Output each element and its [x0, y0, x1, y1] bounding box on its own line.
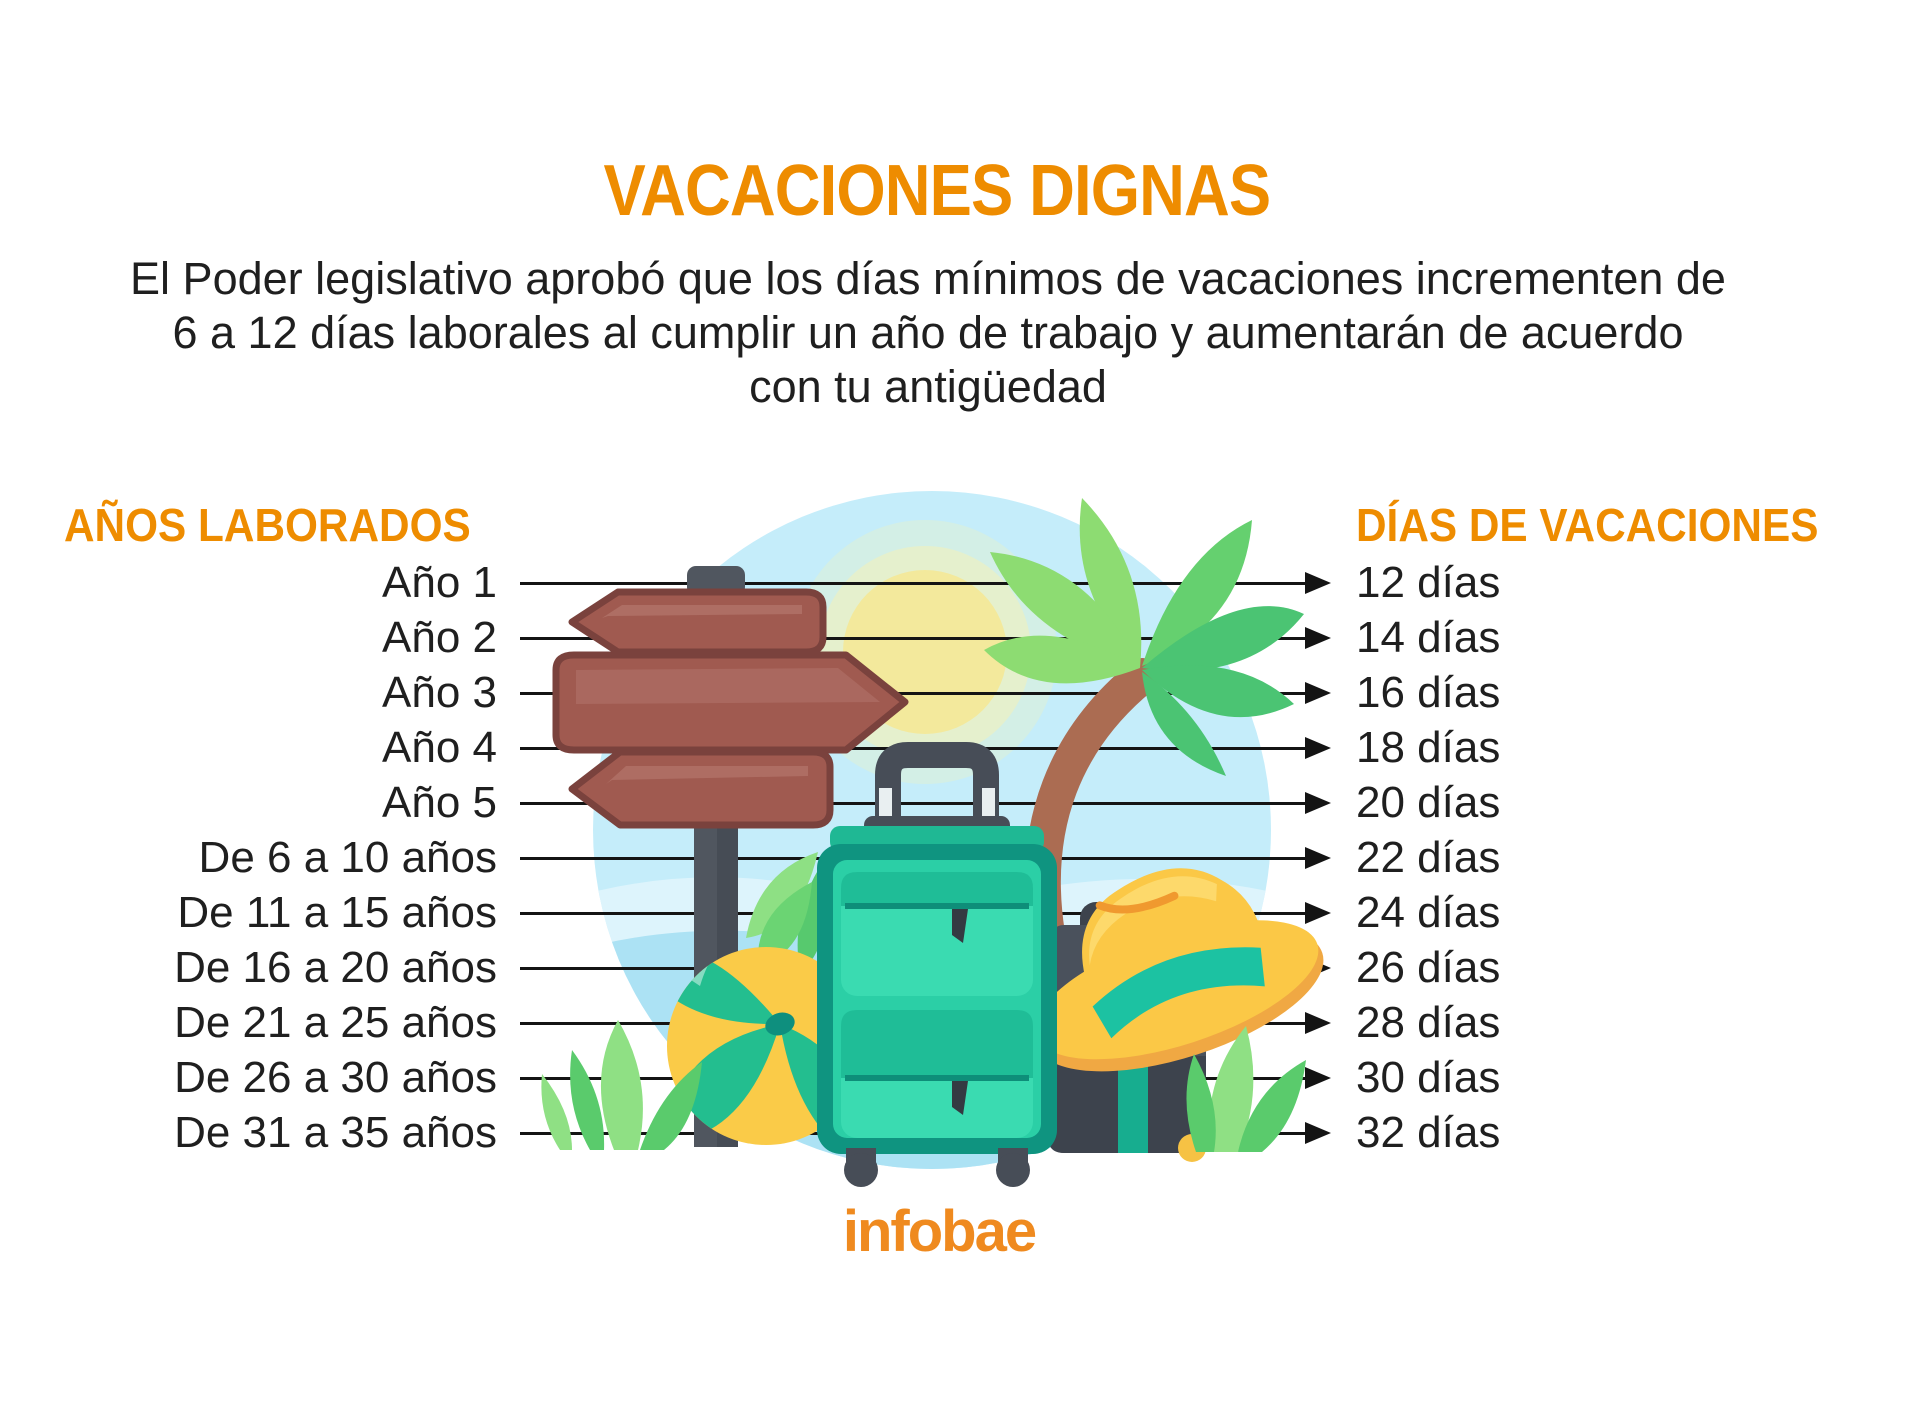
arrow-right-icon — [1305, 1067, 1331, 1089]
sign-arrow-right-middle — [552, 651, 909, 754]
table-row: Año 1 12 días — [0, 556, 1920, 610]
years-label: Año 4 — [382, 723, 497, 772]
days-label: 12 días — [1356, 558, 1501, 607]
days-label: 30 días — [1356, 1053, 1501, 1102]
days-label: 28 días — [1356, 998, 1501, 1047]
sun-hat-icon — [1034, 868, 1324, 1072]
days-label: 18 días — [1356, 723, 1501, 772]
years-label: Año 1 — [382, 558, 497, 607]
sign-arrow-left-bottom — [568, 748, 834, 829]
years-label: Año 3 — [382, 668, 497, 717]
days-label: 14 días — [1356, 613, 1501, 662]
arrow-right-icon — [1305, 792, 1331, 814]
sign-arrow-left-top — [568, 588, 827, 656]
days-label: 32 días — [1356, 1108, 1501, 1157]
arrow-right-icon — [1305, 737, 1331, 759]
days-label: 24 días — [1356, 888, 1501, 937]
table-row: Año 3 16 días — [0, 666, 1920, 720]
connector-line — [520, 582, 1307, 585]
days-label: 16 días — [1356, 668, 1501, 717]
years-label: De 26 a 30 años — [174, 1053, 497, 1102]
table-row: De 31 a 35 años 32 días — [0, 1106, 1920, 1160]
table-row: De 6 a 10 años 22 días — [0, 831, 1920, 885]
arrow-right-icon — [1305, 902, 1331, 924]
days-label: 26 días — [1356, 943, 1501, 992]
arrow-right-icon — [1305, 627, 1331, 649]
years-label: De 16 a 20 años — [174, 943, 497, 992]
arrow-right-icon — [1305, 1122, 1331, 1144]
years-label: Año 2 — [382, 613, 497, 662]
arrow-right-icon — [1305, 1012, 1331, 1034]
years-label: De 31 a 35 años — [174, 1108, 497, 1157]
years-label: De 11 a 15 años — [177, 888, 497, 937]
years-label: De 6 a 10 años — [198, 833, 497, 882]
connector-line — [520, 802, 1307, 805]
grass-right-icon — [1186, 1026, 1306, 1152]
years-label: De 21 a 25 años — [174, 998, 497, 1047]
years-label: Año 5 — [382, 778, 497, 827]
days-label: 20 días — [1356, 778, 1501, 827]
signpost-icon — [552, 566, 909, 1147]
arrow-right-icon — [1305, 682, 1331, 704]
days-label: 22 días — [1356, 833, 1501, 882]
arrow-right-icon — [1305, 572, 1331, 594]
table-row: De 26 a 30 años 30 días — [0, 1051, 1920, 1105]
suitcase-icon — [817, 742, 1057, 1187]
table-row: Año 5 20 días — [0, 776, 1920, 830]
grass-left-icon — [541, 1020, 702, 1150]
connector-line — [520, 692, 1307, 695]
table-row: Año 2 14 días — [0, 611, 1920, 665]
palm-tree-icon — [984, 498, 1304, 952]
arrow-right-icon — [1305, 847, 1331, 869]
connector-line — [520, 637, 1307, 640]
